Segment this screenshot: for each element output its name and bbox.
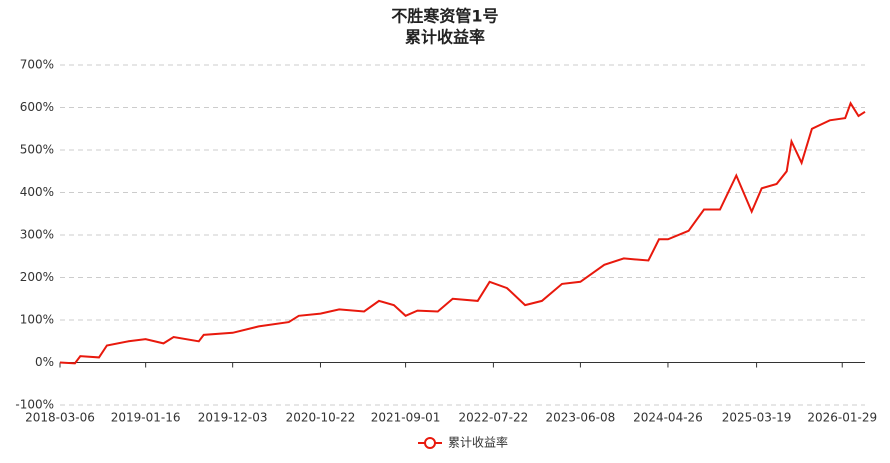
legend-label: 累计收益率 xyxy=(448,435,508,450)
x-tick-label: 2025-03-19 xyxy=(722,411,792,425)
x-tick-label: 2020-10-22 xyxy=(286,411,356,425)
chart-title: 不胜寒资管1号 xyxy=(391,7,498,26)
x-tick-label: 2024-04-26 xyxy=(633,411,703,425)
y-tick-label: 400% xyxy=(20,185,54,199)
y-tick-label: -100% xyxy=(15,398,54,412)
y-tick-label: 600% xyxy=(20,100,54,114)
x-tick-label: 2023-06-08 xyxy=(546,411,616,425)
y-tick-label: 500% xyxy=(20,143,54,157)
legend-marker xyxy=(424,437,436,449)
x-tick-label: 2018-03-06 xyxy=(25,411,95,425)
x-tick-label: 2026-01-29 xyxy=(807,411,877,425)
x-tick-label: 2019-01-16 xyxy=(111,411,181,425)
series-line xyxy=(59,101,866,365)
y-tick-label: 0% xyxy=(35,355,54,369)
y-tick-label: 200% xyxy=(20,270,54,284)
x-tick-label: 2022-07-22 xyxy=(459,411,529,425)
x-tick-label: 2021-09-01 xyxy=(371,411,441,425)
y-tick-label: 700% xyxy=(20,58,54,72)
chart-subtitle: 累计收益率 xyxy=(405,28,485,47)
y-tick-label: 300% xyxy=(20,228,54,242)
x-tick-label: 2019-12-03 xyxy=(198,411,268,425)
y-tick-label: 100% xyxy=(20,313,54,327)
